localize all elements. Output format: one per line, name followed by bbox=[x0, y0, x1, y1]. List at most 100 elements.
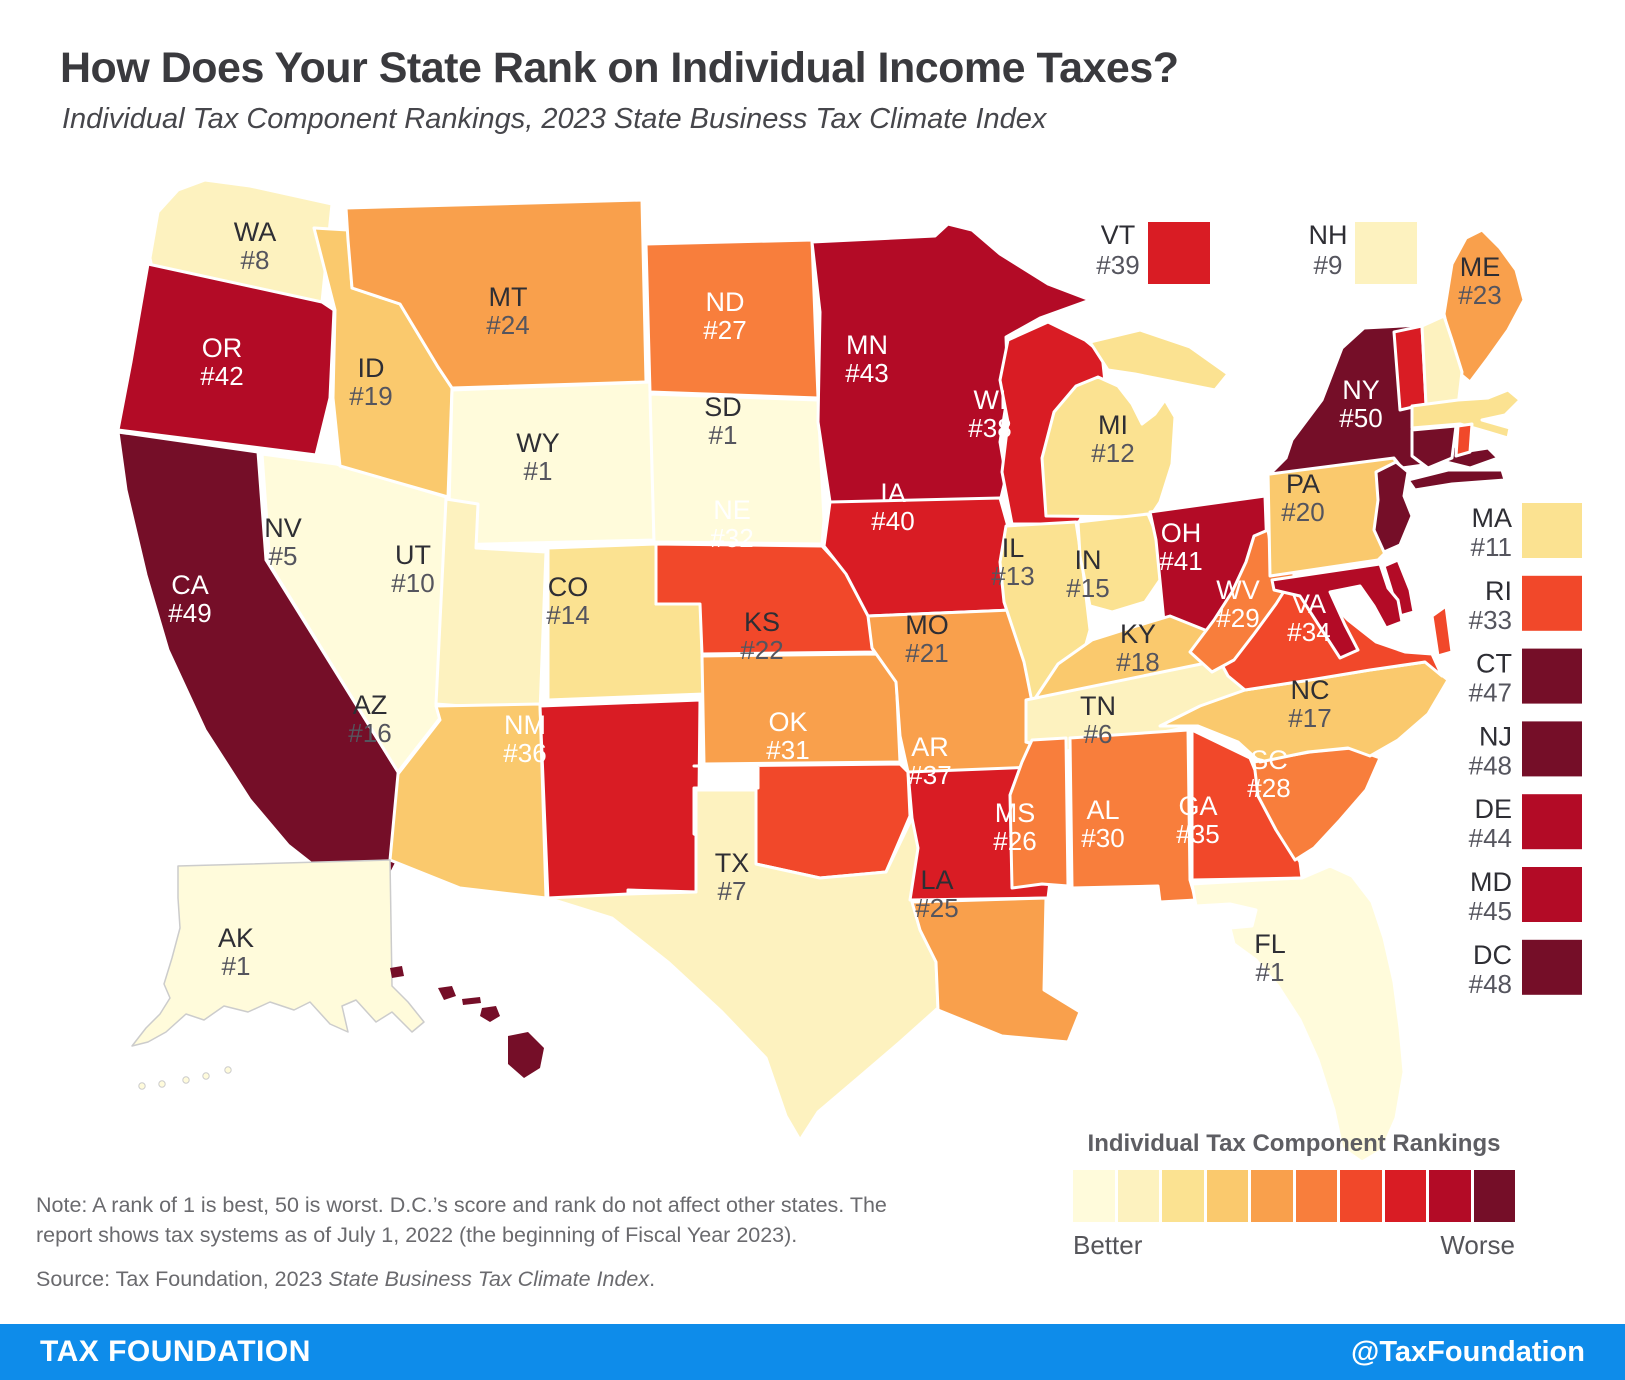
state-nj bbox=[1372, 460, 1414, 554]
state-ri bbox=[1454, 422, 1474, 458]
state-label-ks: KS#22 bbox=[740, 607, 783, 665]
inset-ct: CT#47 bbox=[1469, 648, 1582, 708]
state-label-ga: GA#35 bbox=[1176, 791, 1219, 849]
state-label-oh: OH#41 bbox=[1159, 518, 1202, 576]
state-abbr: CO bbox=[548, 572, 589, 602]
state-ak bbox=[131, 859, 425, 1047]
state-label-wi: WI#38 bbox=[968, 385, 1011, 443]
state-abbr: PA bbox=[1286, 469, 1320, 499]
state-abbr: AK bbox=[218, 923, 254, 953]
state-label-ok: OK#31 bbox=[766, 707, 809, 765]
state-label-or: OR#42 bbox=[200, 333, 243, 391]
state-label-ia: IA#40 bbox=[871, 478, 914, 536]
state-rank: #27 bbox=[703, 315, 746, 345]
page-subtitle: Individual Tax Component Rankings, 2023 … bbox=[62, 103, 1047, 135]
state-fl bbox=[1190, 864, 1406, 1164]
state-rank: #21 bbox=[905, 638, 948, 668]
state-abbr: NE bbox=[713, 495, 751, 525]
state-mt bbox=[344, 198, 648, 390]
legend-swatch-6 bbox=[1295, 1170, 1337, 1222]
state-abbr: OK bbox=[768, 707, 807, 737]
state-mn bbox=[810, 222, 1092, 504]
header: How Does Your State Rank on Individual I… bbox=[60, 44, 1179, 136]
inset-md: MD#45 bbox=[1469, 867, 1582, 926]
state-rank: #14 bbox=[546, 600, 589, 630]
legend-swatch-10 bbox=[1473, 1170, 1515, 1222]
inset-rank: #45 bbox=[1469, 896, 1512, 926]
state-rank: #29 bbox=[1216, 603, 1259, 633]
state-label-sc: SC#28 bbox=[1247, 745, 1290, 803]
state-rank: #23 bbox=[1458, 280, 1501, 310]
inset-rank: #48 bbox=[1469, 969, 1512, 999]
state-rank: #40 bbox=[871, 506, 914, 536]
state-abbr: NY bbox=[1342, 375, 1380, 405]
state-rank: #19 bbox=[349, 381, 392, 411]
page-title: How Does Your State Rank on Individual I… bbox=[60, 44, 1179, 92]
state-abbr: NV bbox=[264, 513, 302, 543]
inset-abbr: MD bbox=[1470, 867, 1512, 897]
legend-scale-labels: Better Worse bbox=[1073, 1230, 1515, 1261]
legend-swatch-2 bbox=[1117, 1170, 1159, 1222]
state-abbr: GA bbox=[1178, 791, 1217, 821]
footer-bar: TAX FOUNDATION @TaxFoundation bbox=[0, 1324, 1625, 1380]
state-rank: #42 bbox=[200, 361, 243, 391]
legend-swatch-4 bbox=[1206, 1170, 1248, 1222]
state-rank: #30 bbox=[1081, 823, 1124, 853]
state-abbr: WI bbox=[974, 385, 1007, 415]
state-rank: #6 bbox=[1084, 719, 1113, 749]
state-rank: #50 bbox=[1339, 403, 1382, 433]
state-abbr: ME bbox=[1460, 252, 1501, 282]
state-abbr: UT bbox=[395, 540, 431, 570]
state-label-in: IN#15 bbox=[1066, 545, 1109, 603]
state-abbr: TN bbox=[1080, 691, 1116, 721]
state-abbr: OH bbox=[1161, 518, 1202, 548]
state-label-wy: WY#1 bbox=[516, 428, 560, 486]
state-ms bbox=[1008, 736, 1070, 890]
state-label-hi: HI#46 bbox=[428, 1015, 471, 1073]
state-rank: #28 bbox=[1247, 773, 1290, 803]
inset-swatch-ct bbox=[1522, 648, 1582, 704]
state-abbr: KS bbox=[744, 607, 780, 637]
state-label-me: ME#23 bbox=[1458, 252, 1501, 310]
state-rank: #43 bbox=[845, 358, 888, 388]
state-ma bbox=[1410, 388, 1522, 440]
state-rank: #26 bbox=[993, 826, 1036, 856]
inset-swatch-nj bbox=[1522, 721, 1582, 777]
state-label-tx: TX#7 bbox=[715, 848, 750, 906]
state-label-ak: AK#1 bbox=[218, 923, 254, 981]
state-rank: #38 bbox=[968, 413, 1011, 443]
inset-rank: #9 bbox=[1314, 250, 1343, 280]
state-abbr: NC bbox=[1291, 675, 1330, 705]
state-rank: #13 bbox=[991, 561, 1034, 591]
state-label-al: AL#30 bbox=[1081, 795, 1124, 853]
state-abbr: IN bbox=[1075, 545, 1102, 575]
aleutian-island-dot bbox=[158, 1080, 166, 1088]
state-label-id: ID#19 bbox=[349, 353, 392, 411]
inset-ma: MA#11 bbox=[1471, 503, 1582, 562]
legend-swatch-9 bbox=[1429, 1170, 1471, 1222]
inset-nj: NJ#48 bbox=[1469, 721, 1582, 780]
state-rank: #31 bbox=[766, 735, 809, 765]
inset-abbr: DC bbox=[1473, 940, 1512, 970]
state-label-la: LA#25 bbox=[915, 865, 958, 923]
state-label-mt: MT#24 bbox=[486, 282, 529, 340]
inset-ri: RI#33 bbox=[1469, 575, 1582, 635]
inset-de: DE#44 bbox=[1469, 794, 1582, 853]
state-rank: #46 bbox=[428, 1043, 471, 1073]
state-sd bbox=[648, 392, 826, 546]
state-abbr: CA bbox=[171, 570, 209, 600]
inset-dc: DC#48 bbox=[1469, 939, 1582, 999]
inset-swatch-vt bbox=[1148, 222, 1210, 284]
state-rank: #1 bbox=[222, 951, 251, 981]
state-label-wv: WV#29 bbox=[1216, 575, 1260, 633]
inset-abbr: DE bbox=[1474, 794, 1512, 824]
state-or bbox=[116, 262, 336, 457]
state-label-az: AZ#16 bbox=[348, 690, 391, 748]
state-abbr: LA bbox=[920, 865, 953, 895]
state-abbr: MN bbox=[846, 330, 888, 360]
inset-swatch-ri bbox=[1522, 575, 1582, 631]
brand-wordmark: TAX FOUNDATION bbox=[40, 1335, 311, 1368]
aleutian-island-dot bbox=[182, 1076, 190, 1084]
state-label-mi: MI#12 bbox=[1091, 410, 1134, 468]
state-ct bbox=[1410, 424, 1458, 470]
